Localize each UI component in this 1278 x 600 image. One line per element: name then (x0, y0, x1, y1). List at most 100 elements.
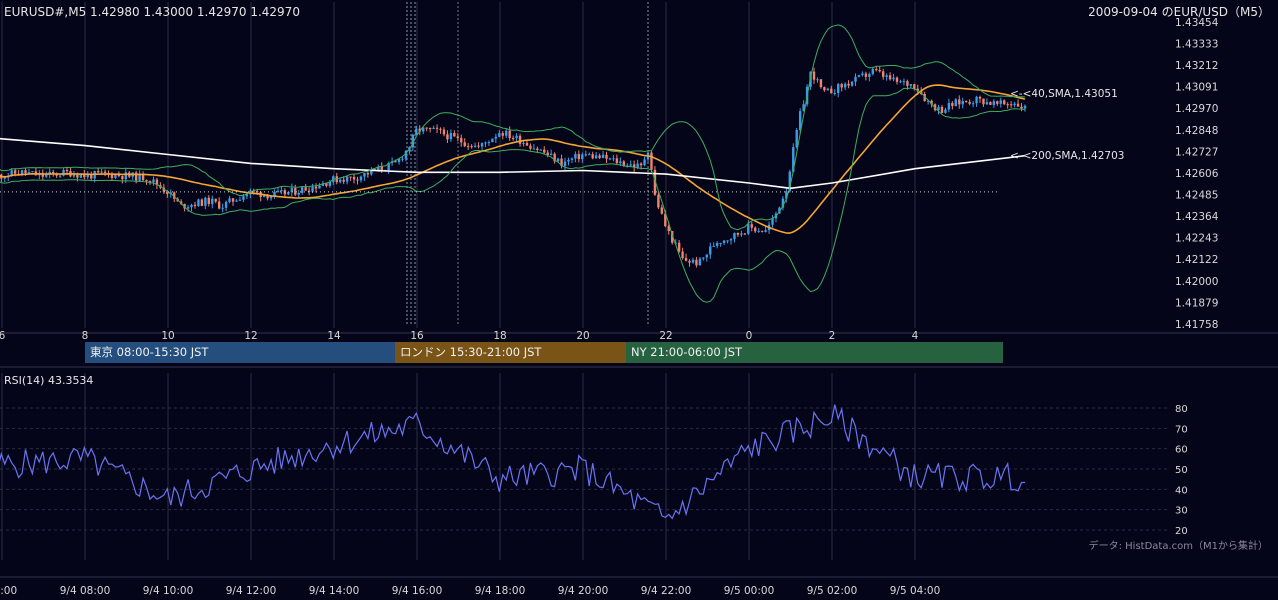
candle-body (366, 173, 370, 175)
candle-body (24, 170, 27, 174)
candle-body (902, 81, 906, 83)
candle-body (549, 153, 553, 156)
candle-body (463, 142, 466, 147)
time-axis-label: 9/4 20:00 (558, 585, 609, 597)
candle-body (992, 101, 996, 105)
candle-body (498, 133, 501, 137)
candle-body (975, 96, 978, 104)
candle-body (183, 203, 186, 209)
candle-body (511, 137, 515, 139)
candle-body (681, 251, 684, 259)
candle-body (31, 171, 34, 173)
candle-body (79, 174, 83, 178)
price-axis-label: 1.42122 (1175, 254, 1218, 266)
candle-body (13, 170, 17, 174)
candle-body (466, 146, 470, 148)
candle-body (885, 75, 888, 77)
candle-body (397, 158, 401, 162)
candle-body (837, 84, 840, 93)
candle-body (964, 101, 968, 103)
candle-body (785, 191, 788, 199)
hour-tick-label: 18 (493, 330, 506, 342)
hour-tick-label: 16 (410, 330, 424, 342)
candle-body (138, 173, 141, 181)
candle-body (442, 129, 446, 135)
candle-body (909, 84, 913, 86)
candle-body (871, 69, 875, 74)
candle-body (847, 83, 850, 86)
candle-body (491, 138, 494, 143)
candle-body (930, 100, 933, 105)
candle-body (888, 75, 892, 80)
candle-body (477, 145, 480, 147)
candle-body (45, 174, 48, 177)
price-axis-label: 1.42606 (1175, 168, 1219, 180)
candle-body (764, 230, 767, 232)
candle-body (715, 243, 719, 246)
time-axis-label: 9/5 04:00 (890, 585, 941, 597)
sma200-label: <-<200,SMA,1.42703 (1010, 150, 1125, 162)
candle-body (96, 171, 100, 173)
candle-body (892, 77, 895, 80)
candle-body (664, 213, 667, 227)
candle-body (110, 173, 114, 178)
candle-body (356, 179, 359, 181)
candle-body (231, 198, 235, 202)
candle-body (795, 130, 798, 148)
candle-body (591, 154, 594, 159)
sma40-line (0, 84, 1026, 234)
candle-body (290, 188, 294, 193)
candle-body (411, 134, 415, 148)
candle-body (401, 158, 404, 160)
candle-body (913, 84, 916, 89)
candle-body (114, 174, 117, 178)
candle-body (235, 200, 238, 202)
bollinger-upper (0, 24, 1026, 231)
candle-body (155, 179, 159, 186)
candle-body (86, 174, 89, 178)
candle-body (422, 127, 425, 132)
price-axis-label: 1.42000 (1175, 276, 1218, 288)
candle-body (798, 111, 802, 131)
candle-body (812, 71, 816, 80)
candle-body (961, 101, 964, 105)
candle-body (594, 155, 598, 159)
candle-body (446, 134, 449, 140)
candle-body (636, 163, 639, 168)
session-london: ロンドン 15:30-21:00 JST (395, 342, 626, 363)
candle-body (473, 145, 477, 148)
sma200-line (0, 137, 1026, 190)
candle-body (508, 130, 511, 138)
candle-body (83, 174, 86, 178)
candle-body (228, 198, 231, 202)
hour-tick-label: 6 (0, 330, 6, 342)
candle-body (899, 81, 902, 83)
candle-body (200, 199, 204, 206)
rsi-line (0, 404, 1025, 520)
candle-body (76, 174, 79, 178)
candle-body (978, 96, 982, 99)
candle-body (10, 170, 13, 176)
candle-body (560, 158, 563, 167)
candle-body (688, 260, 691, 263)
candle-body (211, 198, 214, 204)
candle-body (515, 135, 518, 139)
candle-body (754, 227, 757, 232)
rsi-axis-label: 30 (1175, 506, 1188, 517)
candle-body (643, 159, 646, 166)
candle-body (985, 102, 989, 105)
candle-body (923, 94, 926, 102)
candle-body (117, 174, 121, 177)
candle-body (418, 128, 421, 132)
candle-body (605, 154, 608, 159)
candle-body (657, 194, 660, 208)
candle-body (722, 240, 726, 244)
price-axis-label: 1.41879 (1175, 297, 1218, 309)
candle-body (439, 128, 442, 130)
candle-body (881, 71, 885, 77)
candle-body (453, 133, 456, 137)
hour-tick-label: 10 (161, 330, 174, 342)
price-axis-label: 1.41758 (1175, 319, 1218, 331)
candle-body (612, 158, 615, 160)
